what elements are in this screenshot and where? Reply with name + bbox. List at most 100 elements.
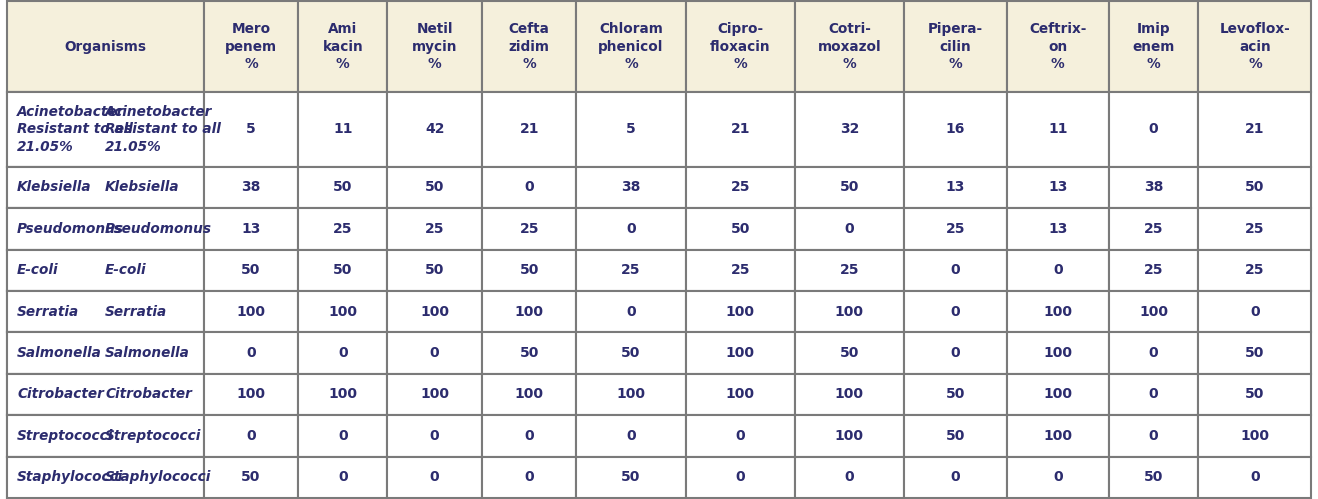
Text: 25: 25 [730, 180, 750, 195]
Bar [904, 457, 1007, 498]
Text: Streptococci: Streptococci [17, 429, 113, 443]
Text: 25: 25 [945, 222, 965, 236]
Text: 50: 50 [241, 263, 261, 277]
Bar [1108, 1, 1198, 92]
Bar [904, 332, 1007, 374]
Text: Pipera-
cilin
%: Pipera- cilin % [928, 22, 983, 71]
Bar [1007, 92, 1108, 167]
Bar [482, 1, 576, 92]
Bar [298, 374, 387, 415]
Text: Salmonella: Salmonella [105, 346, 190, 360]
Text: 0: 0 [735, 429, 745, 443]
Bar [298, 92, 387, 167]
Text: E-coli: E-coli [105, 263, 146, 277]
Text: 0: 0 [1053, 470, 1062, 485]
Bar [482, 415, 576, 457]
Text: Cefta
zidim
%: Cefta zidim % [509, 22, 550, 71]
Text: 50: 50 [945, 387, 965, 402]
Bar [204, 208, 298, 250]
Bar [7, 167, 204, 208]
Text: 25: 25 [1144, 222, 1164, 236]
Bar [482, 332, 576, 374]
Text: 0: 0 [1149, 122, 1159, 136]
Text: 0: 0 [1249, 470, 1260, 485]
Bar [1198, 250, 1311, 291]
Bar [576, 167, 685, 208]
Text: 100: 100 [420, 387, 449, 402]
Text: Chloram
phenicol
%: Chloram phenicol % [598, 22, 664, 71]
Bar [685, 1, 795, 92]
Text: 50: 50 [424, 263, 444, 277]
Text: Acinetobacter
Resistant to all
21.05%: Acinetobacter Resistant to all 21.05% [17, 105, 133, 154]
Text: Netil
mycin
%: Netil mycin % [413, 22, 457, 71]
Bar [795, 208, 904, 250]
Text: 50: 50 [1246, 180, 1264, 195]
Bar [7, 92, 204, 167]
Bar [387, 1, 482, 92]
Text: 100: 100 [726, 346, 755, 360]
Bar [1108, 250, 1198, 291]
Text: 0: 0 [626, 304, 635, 319]
Bar [204, 374, 298, 415]
Text: Cipro-
floxacin
%: Cipro- floxacin % [710, 22, 771, 71]
Bar [387, 291, 482, 332]
Text: 100: 100 [328, 387, 357, 402]
Text: 0: 0 [430, 429, 439, 443]
Bar [204, 291, 298, 332]
Bar [7, 1, 204, 92]
Bar [576, 1, 685, 92]
Bar [387, 208, 482, 250]
Bar [7, 208, 204, 250]
Bar [1007, 415, 1108, 457]
Bar [795, 291, 904, 332]
Bar [204, 92, 298, 167]
Bar [7, 291, 204, 332]
Text: 0: 0 [950, 470, 960, 485]
Bar [7, 167, 204, 208]
Bar [204, 1, 298, 92]
Bar [204, 457, 298, 498]
Text: 0: 0 [950, 346, 960, 360]
Bar [482, 457, 576, 498]
Bar [685, 92, 795, 167]
Bar [576, 332, 685, 374]
Bar [904, 167, 1007, 208]
Bar [904, 291, 1007, 332]
Text: Ceftrix-
on
%: Ceftrix- on % [1029, 22, 1086, 71]
Bar [685, 250, 795, 291]
Bar [685, 291, 795, 332]
Bar [204, 332, 298, 374]
Bar [387, 167, 482, 208]
Text: 38: 38 [621, 180, 641, 195]
Bar [482, 167, 576, 208]
Text: 5: 5 [246, 122, 256, 136]
Text: Serratia: Serratia [105, 304, 167, 319]
Bar [7, 291, 204, 332]
Bar [7, 457, 204, 498]
Bar [1108, 457, 1198, 498]
Text: 50: 50 [424, 180, 444, 195]
Bar [576, 291, 685, 332]
Text: Organisms: Organisms [65, 39, 146, 53]
Text: 50: 50 [840, 180, 859, 195]
Bar [795, 374, 904, 415]
Bar [298, 250, 387, 291]
Text: 0: 0 [337, 470, 348, 485]
Bar [795, 250, 904, 291]
Bar [482, 374, 576, 415]
Text: 50: 50 [621, 346, 641, 360]
Text: Cotri-
moxazol
%: Cotri- moxazol % [817, 22, 882, 71]
Bar [685, 167, 795, 208]
Text: 25: 25 [1246, 222, 1264, 236]
Text: 13: 13 [945, 180, 965, 195]
Text: 0: 0 [950, 304, 960, 319]
Text: Pseudomonus: Pseudomonus [17, 222, 124, 236]
Text: 13: 13 [241, 222, 261, 236]
Text: 0: 0 [246, 429, 256, 443]
Text: 0: 0 [1249, 304, 1260, 319]
Bar [1007, 1, 1108, 92]
Text: 13: 13 [1048, 222, 1068, 236]
Text: Klebsiella: Klebsiella [17, 180, 92, 195]
Text: 0: 0 [246, 346, 256, 360]
Bar [904, 1, 1007, 92]
